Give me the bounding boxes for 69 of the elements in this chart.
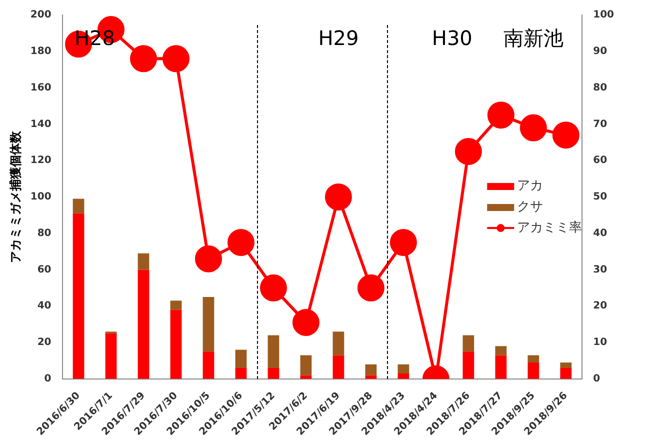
y-tick-label: 120 <box>30 155 52 166</box>
y2-tick-label: 20 <box>593 300 608 312</box>
bar <box>462 335 474 352</box>
bar <box>332 355 344 379</box>
bar <box>528 362 540 379</box>
y2-tick-label: 60 <box>593 155 608 166</box>
bar <box>398 373 410 379</box>
y-tick-label: 180 <box>30 46 52 57</box>
bar <box>332 332 344 356</box>
bar <box>268 368 280 379</box>
bar <box>560 362 572 368</box>
point <box>324 183 352 210</box>
bar <box>105 333 117 379</box>
point <box>260 274 287 302</box>
point <box>487 102 514 129</box>
y-tick-label: 0 <box>44 374 52 385</box>
y-tick-label: 200 <box>30 10 52 21</box>
y2-tick-label: 100 <box>593 10 614 21</box>
bar <box>72 198 84 214</box>
bar <box>235 368 247 379</box>
y2-tick-label: 90 <box>593 46 608 57</box>
bar <box>495 346 507 356</box>
y2-tick-label: 40 <box>593 228 608 239</box>
legend-label: アカミミ率 <box>517 219 582 236</box>
y-tick-label: 160 <box>30 82 52 94</box>
bar <box>202 352 214 379</box>
bar <box>138 270 150 379</box>
point <box>162 45 190 72</box>
point <box>390 228 417 256</box>
annotation: 南新池 <box>503 26 564 50</box>
bar <box>138 253 150 270</box>
bar <box>235 350 247 368</box>
annotation: H29 <box>318 26 359 50</box>
point <box>520 114 547 142</box>
bar <box>202 297 214 352</box>
bar <box>528 355 540 363</box>
annotation: H30 <box>432 26 472 50</box>
point <box>227 228 254 256</box>
y2-tick-label: 0 <box>593 374 600 385</box>
y-tick-label: 40 <box>37 300 52 312</box>
point <box>130 45 157 72</box>
bar <box>170 310 182 379</box>
legend-label: アカ <box>517 178 544 194</box>
bar <box>495 355 507 379</box>
point <box>552 122 580 149</box>
bar <box>365 364 377 376</box>
y-tick-label: 80 <box>37 228 52 239</box>
bar <box>462 352 474 379</box>
y-tick-label: 60 <box>37 264 52 276</box>
bar <box>398 364 410 374</box>
point <box>357 274 384 302</box>
y2-tick-label: 10 <box>593 337 608 348</box>
point <box>292 309 320 336</box>
y2-tick-label: 50 <box>593 192 608 203</box>
y2-tick-label: 80 <box>593 82 608 94</box>
legend-label: クサ <box>517 199 544 214</box>
y-tick-label: 100 <box>30 192 52 203</box>
y2-tick-label: 70 <box>593 118 608 130</box>
bar <box>72 213 84 379</box>
point <box>454 138 482 165</box>
y-tick-label: 20 <box>37 337 52 348</box>
bar <box>268 335 280 368</box>
bar <box>300 355 312 376</box>
y-axis-title: アカミミガメ捕獲個体数 <box>8 130 22 263</box>
y2-tick-label: 30 <box>593 264 608 276</box>
bar <box>560 368 572 379</box>
y-tick-label: 140 <box>30 118 52 130</box>
point <box>194 245 222 272</box>
bar <box>170 300 182 310</box>
